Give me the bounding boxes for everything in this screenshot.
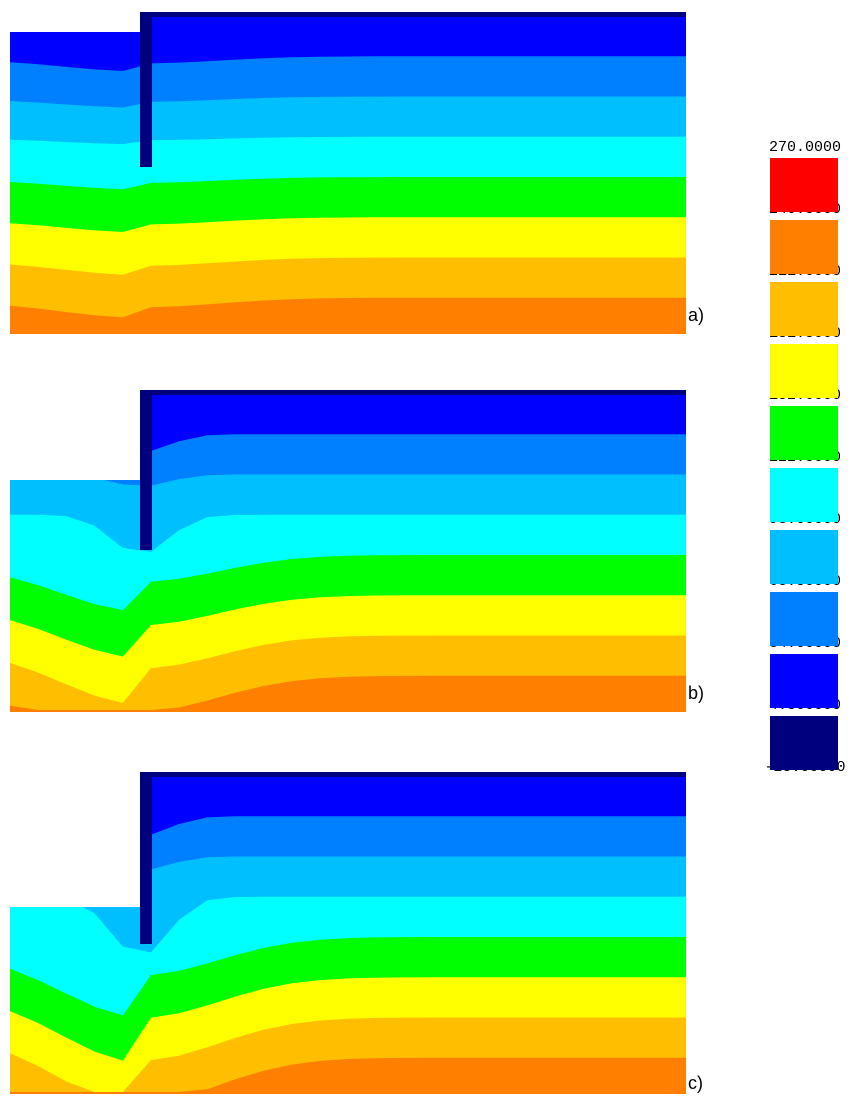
contour-field [10, 772, 686, 1094]
panel-label: b) [688, 683, 705, 703]
panel-label: c) [688, 1073, 703, 1093]
legend-swatch [770, 592, 838, 646]
surface-strip [140, 772, 686, 777]
sheet-pile-wall [140, 772, 152, 944]
legend-swatch [770, 654, 838, 708]
panel-label: a) [688, 305, 705, 325]
legend-swatch [770, 406, 838, 460]
sheet-pile-wall [140, 12, 152, 167]
sheet-pile-wall [140, 390, 152, 550]
contour-band [10, 675, 686, 712]
contour-panel-2 [10, 390, 686, 712]
legend-swatch [770, 716, 838, 770]
legend-swatch [770, 220, 838, 274]
contour-band [10, 1057, 686, 1094]
legend-swatch [770, 282, 838, 336]
surface-strip [140, 390, 686, 395]
contour-panel-3 [10, 772, 686, 1094]
legend-value: 270.0000 [768, 139, 841, 156]
contour-band [10, 297, 686, 334]
contour-field [10, 12, 686, 334]
surface-strip [140, 12, 686, 17]
legend-swatch [770, 344, 838, 398]
legend-swatch [770, 530, 838, 584]
legend-swatch [770, 468, 838, 522]
legend-swatch [770, 158, 838, 212]
contour-field [10, 390, 686, 712]
contour-panel-1 [10, 12, 686, 334]
